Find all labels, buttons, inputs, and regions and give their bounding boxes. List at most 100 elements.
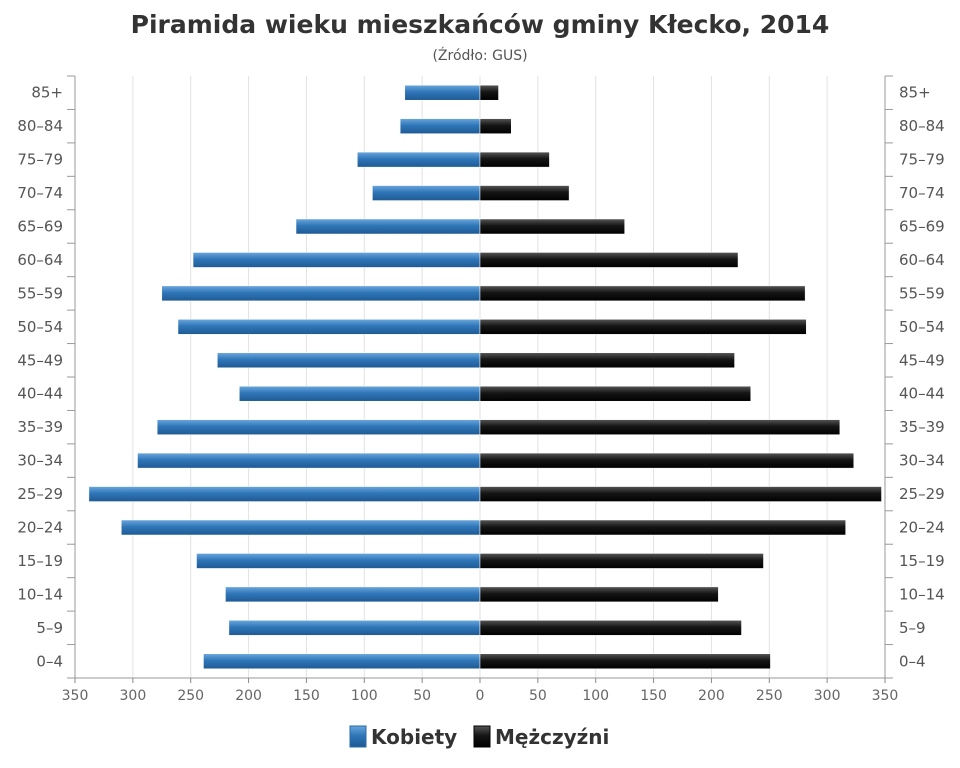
legend-label-mezczyzni[interactable]: Mężczyźni <box>495 725 609 749</box>
legend-swatch-kobiety[interactable] <box>349 725 367 748</box>
bar-kobiety-5-9[interactable] <box>228 620 481 636</box>
bar-kobiety-50-54[interactable] <box>177 319 481 335</box>
category-label-right: 40–44 <box>899 385 945 403</box>
bar-mezczyzni-35-39[interactable] <box>479 419 841 435</box>
bar-mezczyzni-45-49[interactable] <box>479 352 735 369</box>
bar-kobiety-40-44[interactable] <box>239 385 481 402</box>
bar-kobiety-10-14[interactable] <box>225 586 481 603</box>
bar-mezczyzni-25-29[interactable] <box>479 486 882 502</box>
bar-kobiety-55-59[interactable] <box>161 285 481 302</box>
category-label-right: 25–29 <box>899 485 945 503</box>
bar-mezczyzni-75-79[interactable] <box>479 151 550 168</box>
bar-mezczyzni-65-69[interactable] <box>479 218 625 235</box>
x-tick-label: 250 <box>756 688 783 704</box>
bar-kobiety-65-69[interactable] <box>295 218 481 235</box>
legend: Kobiety Mężczyźni <box>349 725 609 749</box>
x-tick-label: 200 <box>698 688 725 704</box>
bars <box>88 84 882 670</box>
category-label-left: 40–44 <box>17 385 63 403</box>
x-tick-label: 0 <box>476 688 485 704</box>
category-label-left: 0–4 <box>36 652 63 670</box>
bar-kobiety-15-19[interactable] <box>196 553 481 569</box>
chart-title: Piramida wieku mieszkańców gminy Kłecko,… <box>131 10 830 39</box>
x-tick-label: 50 <box>413 688 431 704</box>
bar-kobiety-70-74[interactable] <box>372 185 481 201</box>
category-label-left: 30–34 <box>17 452 63 470</box>
x-tick-label: 200 <box>235 688 262 704</box>
category-label-right: 10–14 <box>899 585 945 603</box>
category-label-left: 55–59 <box>17 284 63 302</box>
category-label-left: 25–29 <box>17 485 63 503</box>
category-label-right: 60–64 <box>899 251 945 269</box>
bar-mezczyzni-85+[interactable] <box>479 84 499 101</box>
category-label-left: 65–69 <box>17 218 63 236</box>
category-label-left: 5–9 <box>36 619 63 637</box>
category-label-left: 45–49 <box>17 351 63 369</box>
bar-kobiety-85+[interactable] <box>404 84 481 101</box>
x-tick-label: 350 <box>872 688 899 704</box>
bar-kobiety-30-34[interactable] <box>137 452 481 469</box>
category-label-right: 65–69 <box>899 218 945 236</box>
bar-mezczyzni-60-64[interactable] <box>479 252 739 268</box>
bar-mezczyzni-10-14[interactable] <box>479 586 719 603</box>
x-tick-label: 300 <box>814 688 841 704</box>
bar-kobiety-80-84[interactable] <box>399 118 481 134</box>
bar-mezczyzni-0-4[interactable] <box>479 653 771 670</box>
category-label-right: 45–49 <box>899 351 945 369</box>
category-label-left: 15–19 <box>17 552 63 570</box>
category-label-left: 50–54 <box>17 318 63 336</box>
category-label-left: 10–14 <box>17 585 63 603</box>
category-label-right: 85+ <box>899 84 931 102</box>
category-label-right: 75–79 <box>899 151 945 169</box>
x-tick-label: 150 <box>293 688 320 704</box>
bar-mezczyzni-80-84[interactable] <box>479 118 512 134</box>
x-tick-label: 350 <box>62 688 89 704</box>
grid <box>74 76 886 678</box>
category-label-right: 20–24 <box>899 519 945 537</box>
bar-mezczyzni-5-9[interactable] <box>479 620 742 636</box>
x-tick-label: 50 <box>529 688 547 704</box>
category-label-right: 55–59 <box>899 284 945 302</box>
bar-kobiety-75-79[interactable] <box>357 151 481 168</box>
category-label-right: 5–9 <box>899 619 926 637</box>
category-label-right: 15–19 <box>899 552 945 570</box>
category-label-left: 75–79 <box>17 151 63 169</box>
category-label-left: 60–64 <box>17 251 63 269</box>
bar-kobiety-20-24[interactable] <box>121 519 481 536</box>
category-label-left: 85+ <box>31 84 63 102</box>
bar-kobiety-25-29[interactable] <box>88 486 481 502</box>
category-labels: 85+ 85+ 80–84 80–84 75–79 75–79 70–74 70–74 65–6… <box>17 84 944 671</box>
legend-label-kobiety[interactable]: Kobiety <box>371 725 457 749</box>
bar-kobiety-45-49[interactable] <box>217 352 481 369</box>
category-label-right: 35–39 <box>899 418 945 436</box>
bar-mezczyzni-50-54[interactable] <box>479 319 807 335</box>
category-label-right: 80–84 <box>899 117 945 135</box>
bar-mezczyzni-20-24[interactable] <box>479 519 846 536</box>
x-tick-label: 300 <box>120 688 147 704</box>
category-label-left: 80–84 <box>17 117 63 135</box>
legend-swatch-mezczyzni[interactable] <box>473 725 491 748</box>
bar-mezczyzni-70-74[interactable] <box>479 185 570 201</box>
x-tick-label: 150 <box>640 688 667 704</box>
x-tick-label: 100 <box>351 688 378 704</box>
bar-kobiety-35-39[interactable] <box>156 419 481 435</box>
x-tick-label: 100 <box>582 688 609 704</box>
category-label-left: 35–39 <box>17 418 63 436</box>
category-label-left: 20–24 <box>17 519 63 537</box>
bar-kobiety-60-64[interactable] <box>192 252 481 268</box>
x-tick-label: 250 <box>177 688 204 704</box>
category-label-right: 0–4 <box>899 652 926 670</box>
x-axis: 350 300 250 200 150 100 50 0 50 100 150 200 250 300 35… <box>62 75 899 704</box>
bar-mezczyzni-40-44[interactable] <box>479 385 752 402</box>
category-label-left: 70–74 <box>17 184 63 202</box>
bar-mezczyzni-55-59[interactable] <box>479 285 806 302</box>
bar-mezczyzni-30-34[interactable] <box>479 452 854 469</box>
category-label-right: 50–54 <box>899 318 945 336</box>
bar-mezczyzni-15-19[interactable] <box>479 553 764 569</box>
category-label-right: 30–34 <box>899 452 945 470</box>
category-label-right: 70–74 <box>899 184 945 202</box>
chart-subtitle: (Źródło: GUS) <box>432 46 527 64</box>
bar-kobiety-0-4[interactable] <box>203 653 481 670</box>
